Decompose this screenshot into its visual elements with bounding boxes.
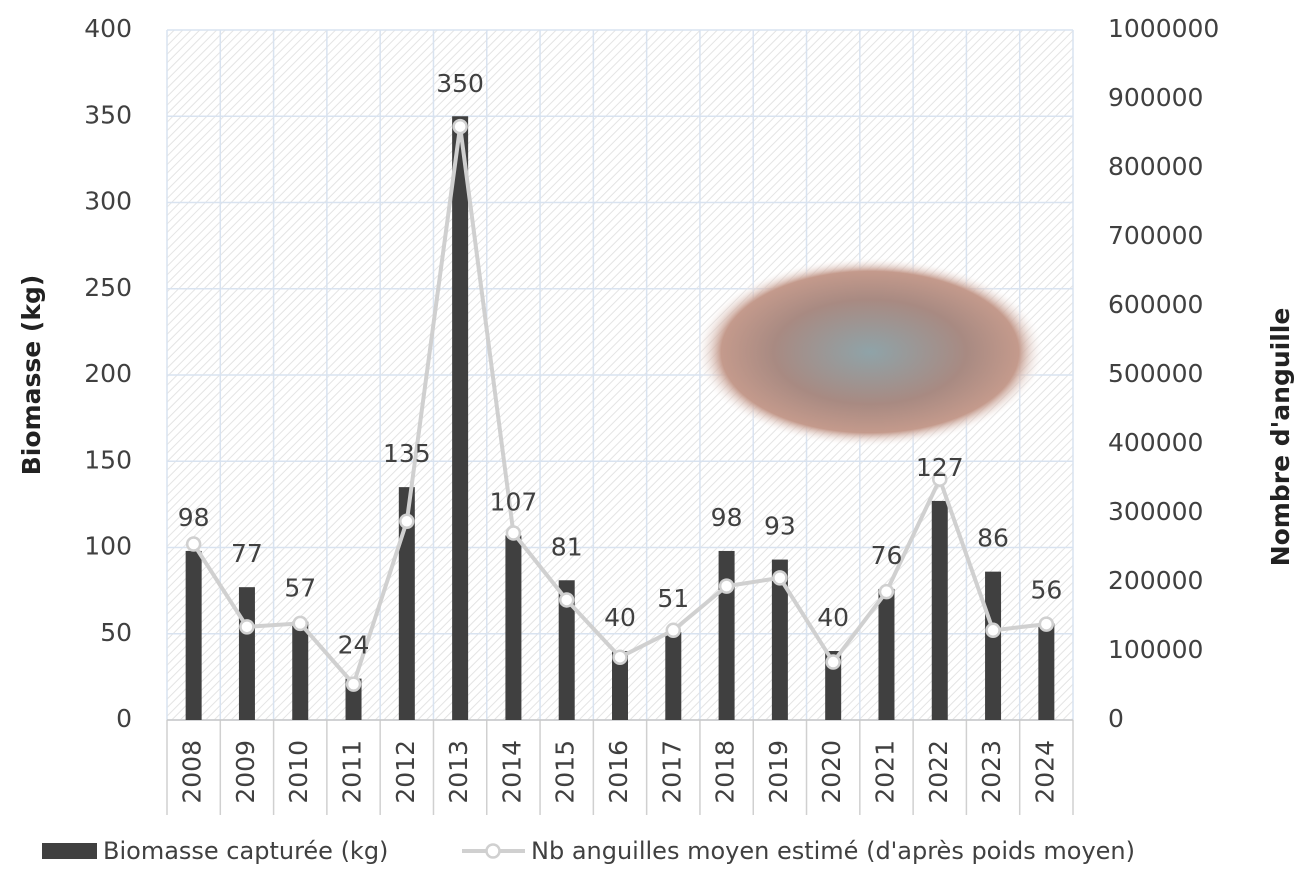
bar	[185, 550, 202, 720]
bar	[238, 587, 255, 720]
data-label: 93	[764, 512, 796, 541]
y2-tick-label: 500000	[1108, 359, 1203, 388]
data-label: 107	[490, 487, 538, 516]
x-tick-label: 2010	[284, 740, 313, 804]
bar	[665, 632, 682, 720]
bar	[452, 116, 469, 720]
bar	[558, 580, 575, 720]
y2-tick-label: 300000	[1108, 497, 1203, 526]
y2-tick-label: 100000	[1108, 635, 1203, 664]
data-label: 98	[178, 503, 210, 532]
y-tick-label: 250	[84, 273, 132, 302]
y-tick-label: 300	[84, 187, 132, 216]
legend-label: Biomasse capturée (kg)	[103, 837, 388, 865]
x-tick-label: 2021	[870, 740, 899, 804]
line-marker	[239, 619, 255, 635]
data-label: 127	[916, 453, 964, 482]
data-label: 40	[817, 603, 849, 632]
line-marker	[1038, 616, 1055, 632]
data-label: 81	[551, 532, 583, 561]
y-tick-label: 50	[100, 618, 132, 647]
bar	[771, 559, 788, 720]
bar	[505, 535, 522, 720]
legend-swatch	[42, 843, 97, 859]
line-marker	[345, 676, 362, 692]
bar	[398, 487, 415, 720]
y2-tick-label: 1000000	[1108, 14, 1219, 43]
x-tick-label: 2016	[604, 740, 633, 804]
y-tick-label: 200	[84, 359, 132, 388]
x-tick-label: 2015	[551, 740, 580, 804]
line-marker	[718, 578, 735, 594]
x-tick-label: 2024	[1030, 740, 1059, 804]
line-marker	[505, 525, 522, 541]
x-tick-label: 2014	[497, 740, 526, 804]
y2-tick-label: 600000	[1108, 290, 1203, 319]
line-marker	[558, 592, 575, 608]
y2-tick-label: 800000	[1108, 152, 1203, 181]
x-tick-label: 2017	[657, 740, 686, 804]
bar	[878, 588, 895, 720]
line-marker	[399, 513, 415, 530]
data-label: 51	[657, 584, 689, 613]
y-tick-label: 0	[116, 704, 132, 733]
data-label: 350	[436, 69, 484, 98]
x-tick-label: 2013	[444, 740, 473, 804]
bar	[1038, 623, 1055, 720]
legend-label: Nb anguilles moyen estimé (d'après poids…	[531, 837, 1135, 865]
x-tick-label: 2008	[178, 740, 207, 804]
data-label: 98	[711, 503, 743, 532]
x-tick-label: 2019	[764, 740, 793, 804]
data-label: 76	[871, 541, 903, 570]
data-label: 24	[338, 631, 370, 660]
x-tick-label: 2012	[391, 740, 420, 804]
y2-tick-label: 700000	[1108, 221, 1203, 250]
bar	[612, 651, 628, 720]
x-tick-label: 2022	[924, 740, 953, 804]
x-tick-label: 2011	[338, 740, 367, 804]
line-marker	[878, 583, 895, 600]
y2-tick-label: 0	[1108, 704, 1124, 733]
line-marker	[932, 471, 948, 487]
line-marker	[665, 622, 682, 639]
y-tick-label: 400	[84, 14, 132, 43]
x-tick-label: 2009	[231, 740, 260, 804]
data-label: 56	[1030, 575, 1062, 604]
y-axis-title: Biomasse (kg)	[17, 275, 46, 476]
y2-tick-label: 200000	[1108, 566, 1203, 595]
eel-photo	[695, 257, 1045, 447]
x-tick-label: 2020	[817, 740, 846, 804]
y-tick-label: 150	[84, 445, 132, 474]
bar	[931, 500, 948, 720]
y-tick-label: 350	[84, 100, 132, 129]
line-marker	[985, 622, 1001, 639]
data-label: 40	[604, 603, 636, 632]
x-tick-label: 2023	[977, 740, 1006, 804]
data-label: 77	[231, 539, 263, 568]
line-marker	[772, 570, 788, 586]
data-label: 57	[284, 574, 316, 603]
line-marker	[825, 654, 841, 670]
line-marker	[452, 118, 468, 135]
y2-tick-label: 400000	[1108, 428, 1203, 457]
line-marker	[612, 649, 628, 665]
y2-axis-title: Nombre d'anguille	[1266, 308, 1295, 567]
data-label: 135	[383, 439, 431, 468]
y2-tick-label: 900000	[1108, 83, 1203, 112]
bar	[292, 621, 309, 720]
legend-marker	[485, 843, 501, 859]
line-marker	[292, 615, 308, 632]
data-label: 86	[977, 524, 1009, 553]
bar	[985, 571, 1002, 720]
y-tick-label: 100	[84, 532, 132, 561]
x-tick-label: 2018	[711, 740, 740, 804]
line-marker	[185, 536, 202, 552]
bar	[718, 550, 735, 720]
